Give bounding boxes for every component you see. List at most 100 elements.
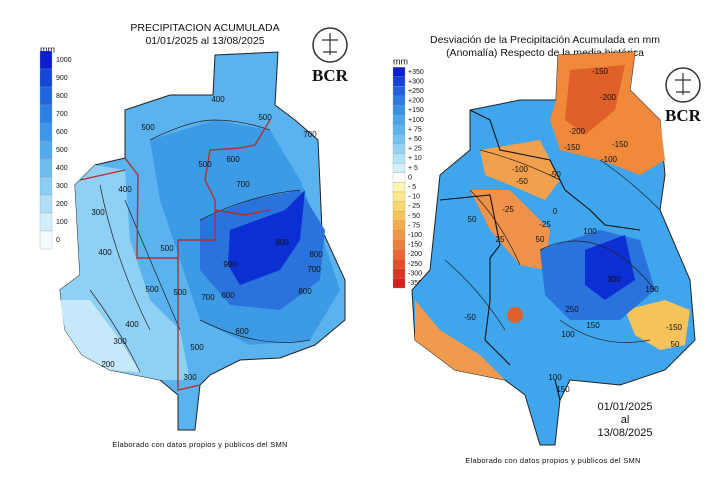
contour-label: 600 bbox=[235, 327, 249, 336]
left-panel: PRECIPITACION ACUMULADA 01/01/2025 al 13… bbox=[39, 22, 349, 449]
contour-label: 400 bbox=[125, 320, 139, 329]
legend-label: 900 bbox=[56, 75, 68, 82]
contour-label: -100 bbox=[512, 165, 529, 174]
right-footer: Elaborado con datos propios y publicos d… bbox=[465, 456, 641, 465]
legend-label: +350 bbox=[408, 69, 424, 76]
left-logo-text: BCR bbox=[312, 66, 349, 85]
contour-label: 500 bbox=[160, 244, 174, 253]
contour-label: 25 bbox=[496, 235, 505, 244]
legend-swatch bbox=[39, 140, 53, 160]
legend-swatch bbox=[392, 163, 406, 173]
left-unit: mm bbox=[40, 44, 55, 54]
legend-label: -300 bbox=[408, 270, 422, 277]
contour-label: 300 bbox=[113, 337, 127, 346]
legend-label: + 5 bbox=[408, 165, 418, 172]
legend-swatch bbox=[39, 68, 53, 88]
legend-label: -350 bbox=[408, 280, 422, 287]
legend-swatch bbox=[392, 67, 406, 77]
legend-swatch bbox=[392, 76, 406, 87]
isoline bbox=[89, 119, 311, 373]
right-map bbox=[411, 51, 696, 446]
contour-label: 400 bbox=[118, 185, 132, 194]
legend-swatch bbox=[392, 182, 406, 193]
legend-swatch bbox=[392, 191, 406, 202]
legend-label: 200 bbox=[56, 201, 68, 208]
legend-swatch bbox=[392, 230, 406, 241]
contour-label: -150 bbox=[612, 140, 629, 149]
right-unit: mm bbox=[393, 56, 408, 66]
contour-label: 100 bbox=[548, 373, 562, 382]
legend-swatch bbox=[392, 249, 406, 260]
legend-label: + 10 bbox=[408, 155, 422, 162]
contour-label: 800 bbox=[298, 287, 312, 296]
contour-label: 600 bbox=[221, 291, 235, 300]
contour-label: -50 bbox=[516, 177, 528, 186]
legend-swatch bbox=[392, 95, 406, 106]
legend-label: +200 bbox=[408, 98, 424, 105]
legend-swatch bbox=[39, 50, 53, 70]
contour-label: 700 bbox=[201, 293, 215, 302]
contour-label: 100 bbox=[583, 227, 597, 236]
map-zone bbox=[480, 140, 560, 200]
legend-label: 0 bbox=[408, 174, 412, 181]
legend-label: +150 bbox=[408, 107, 424, 114]
left-footer: Elaborado con datos propios y publicos d… bbox=[112, 440, 288, 449]
contour-label: 300 bbox=[91, 208, 105, 217]
contour-label: 700 bbox=[236, 180, 250, 189]
legend-swatch bbox=[392, 220, 406, 231]
date-line: 13/08/2025 bbox=[597, 427, 652, 439]
legend-label: 500 bbox=[56, 147, 68, 154]
contour-label: 400 bbox=[98, 248, 112, 257]
contour-label: 200 bbox=[101, 360, 115, 369]
contour-label: -50 bbox=[464, 313, 476, 322]
legend-label: 0 bbox=[56, 237, 60, 244]
legend-swatch bbox=[392, 268, 406, 279]
right-logo-text: BCR bbox=[665, 106, 702, 125]
contour-label: 150 bbox=[556, 385, 570, 394]
contour-label: 400 bbox=[211, 95, 225, 104]
contour-label: 900 bbox=[223, 260, 237, 269]
legend-swatch bbox=[392, 153, 406, 164]
contour-label: 300 bbox=[183, 373, 197, 382]
legend-swatch bbox=[392, 143, 406, 154]
contour-label: -200 bbox=[600, 93, 617, 102]
contour-label: 500 bbox=[258, 113, 272, 122]
contour-label: -150 bbox=[666, 323, 683, 332]
legend-label: 300 bbox=[56, 183, 68, 190]
left-logo: BCR bbox=[312, 27, 349, 85]
map-zone bbox=[565, 65, 625, 135]
legend-label: - 25 bbox=[408, 203, 420, 210]
contour-label: -150 bbox=[592, 67, 609, 76]
date-line: al bbox=[621, 414, 630, 426]
legend-label: 100 bbox=[56, 219, 68, 226]
legend-label: - 10 bbox=[408, 194, 420, 201]
contour-label: 500 bbox=[145, 285, 159, 294]
contour-label: 100 bbox=[561, 330, 575, 339]
map-zone bbox=[228, 190, 305, 285]
contour-label: 500 bbox=[198, 160, 212, 169]
right-title: Desviación de la Precipitación Acumulada… bbox=[430, 34, 660, 46]
legend-label: +300 bbox=[408, 78, 424, 85]
contour-label: 50 bbox=[536, 235, 545, 244]
contour-label: 150 bbox=[645, 285, 659, 294]
legend-label: + 25 bbox=[408, 146, 422, 153]
logo-seal bbox=[665, 67, 701, 103]
legend-label: + 75 bbox=[408, 126, 422, 133]
contour-label: 500 bbox=[173, 288, 187, 297]
contour-label: 250 bbox=[565, 305, 579, 314]
legend-swatch bbox=[392, 239, 406, 250]
map-zone bbox=[415, 300, 505, 380]
province-border bbox=[439, 109, 641, 401]
legend-swatch bbox=[39, 176, 53, 196]
contour-label: 50 bbox=[468, 215, 477, 224]
legend-swatch bbox=[392, 278, 406, 289]
legend-swatch bbox=[39, 230, 53, 250]
logo-emblem bbox=[675, 73, 691, 95]
date-line: 01/01/2025 bbox=[597, 401, 652, 413]
legend-label: -150 bbox=[408, 242, 422, 249]
left-title: PRECIPITACION ACUMULADA bbox=[130, 22, 279, 34]
contour-label: 0 bbox=[553, 207, 558, 216]
